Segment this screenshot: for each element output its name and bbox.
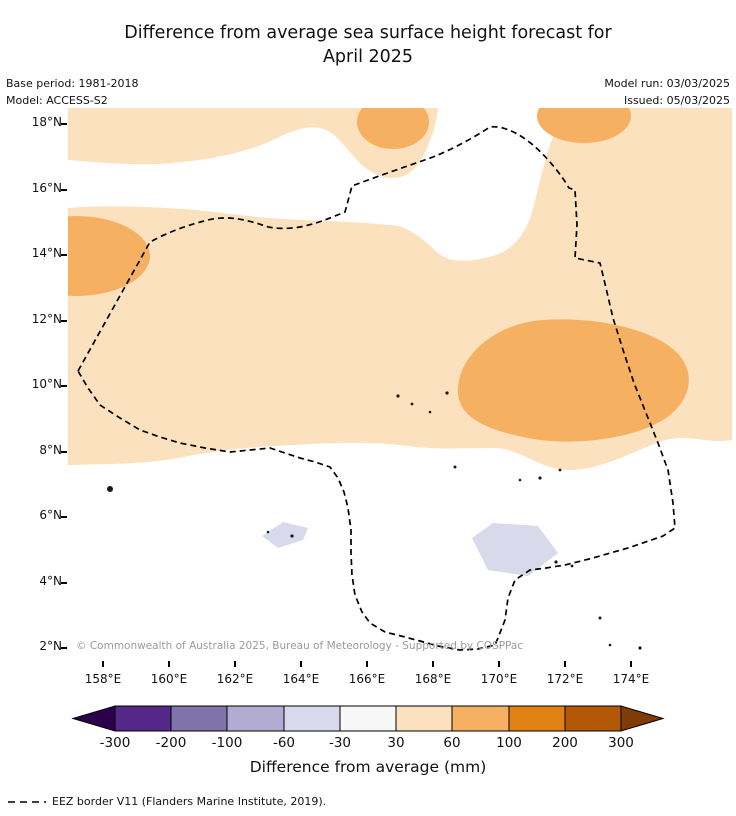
colorbar-tick-label: -30 bbox=[328, 735, 352, 751]
y-tick-mark bbox=[61, 647, 67, 649]
x-tick-label: 170°E bbox=[480, 672, 518, 686]
colorbar-cell bbox=[226, 705, 285, 732]
eez-border-path bbox=[77, 125, 676, 651]
ssh-anomaly-map bbox=[68, 108, 732, 651]
eez-legend-label: EEZ border V11 (Flanders Marine Institut… bbox=[52, 795, 327, 808]
y-tick-label: 14°N bbox=[31, 246, 62, 260]
colorbar bbox=[71, 705, 665, 732]
y-tick-label: 10°N bbox=[31, 377, 62, 391]
ssha-region-pos-60-100-west bbox=[68, 216, 150, 296]
colorbar-cell bbox=[451, 705, 510, 732]
island-marks bbox=[107, 391, 642, 650]
dashed-line-sample bbox=[8, 800, 46, 803]
eez-legend: EEZ border V11 (Flanders Marine Institut… bbox=[8, 795, 326, 808]
base-period-label: Base period: 1981-2018 bbox=[6, 77, 139, 90]
colorbar-cell bbox=[564, 705, 622, 732]
y-tick-mark bbox=[61, 451, 67, 453]
y-tick-label: 12°N bbox=[31, 312, 62, 326]
y-tick-label: 2°N bbox=[39, 639, 62, 653]
y-tick-label: 16°N bbox=[31, 181, 62, 195]
ssha-region-pos-60-100-top-right bbox=[537, 108, 631, 143]
colorbar-arrow-right bbox=[620, 705, 665, 732]
ssha-region-pos-60-100-center bbox=[457, 319, 689, 442]
title-line-2: April 2025 bbox=[322, 46, 414, 67]
colorbar-axis-label: Difference from average (mm) bbox=[249, 758, 487, 776]
colorbar-cell bbox=[170, 705, 228, 732]
ssha-region-neg-60-30-east bbox=[472, 523, 558, 576]
colorbar-cell bbox=[508, 705, 566, 732]
x-tick-mark bbox=[234, 661, 236, 667]
y-tick-mark bbox=[61, 385, 67, 387]
x-tick-mark bbox=[300, 661, 302, 667]
colorbar-arrow-left bbox=[71, 705, 116, 732]
y-tick-mark bbox=[61, 320, 67, 322]
y-tick-mark bbox=[61, 123, 67, 125]
ssha-region-pos-30-60-top bbox=[68, 108, 438, 179]
x-tick-mark bbox=[366, 661, 368, 667]
colorbar-cell bbox=[339, 705, 397, 732]
x-tick-label: 164°E bbox=[282, 672, 320, 686]
x-tick-mark bbox=[564, 661, 566, 667]
y-tick-mark bbox=[61, 582, 67, 584]
x-tick-mark bbox=[630, 661, 632, 667]
model-label: Model: ACCESS-S2 bbox=[6, 94, 108, 108]
ssha-region-neg-60-30-west bbox=[262, 522, 308, 548]
y-tick-label: 4°N bbox=[39, 574, 62, 588]
x-tick-mark bbox=[168, 661, 170, 667]
x-tick-label: 174°E bbox=[612, 672, 650, 686]
y-tick-label: 6°N bbox=[39, 508, 62, 522]
colorbar-tick-label: 300 bbox=[608, 735, 634, 751]
page-title: Difference from average sea surface heig… bbox=[0, 22, 736, 69]
x-tick-label: 168°E bbox=[414, 672, 452, 686]
colorbar-tick-label: -300 bbox=[99, 735, 131, 751]
y-tick-label: 8°N bbox=[39, 443, 62, 457]
title-line-1: Difference from average sea surface heig… bbox=[124, 23, 612, 43]
colorbar-tick-label: -100 bbox=[211, 735, 243, 751]
colorbar-tick-label: -60 bbox=[272, 735, 296, 751]
y-tick-mark bbox=[61, 254, 67, 256]
meta-left: Base period: 1981-2018 Model: ACCESS-S2 bbox=[6, 75, 138, 109]
ssha-region-pos-60-100-top-center bbox=[357, 108, 429, 149]
y-tick-mark bbox=[61, 189, 67, 191]
colorbar-tick-label: 100 bbox=[496, 735, 522, 751]
colorbar-tick-label: 30 bbox=[387, 735, 405, 751]
colorbar-tick-label: 200 bbox=[552, 735, 578, 751]
x-tick-label: 172°E bbox=[546, 672, 584, 686]
y-tick-mark bbox=[61, 516, 67, 518]
x-tick-label: 160°E bbox=[150, 672, 188, 686]
y-tick-label: 18°N bbox=[31, 115, 62, 129]
x-tick-label: 158°E bbox=[84, 672, 122, 686]
colorbar-cell bbox=[114, 705, 172, 732]
x-tick-mark bbox=[432, 661, 434, 667]
copyright-text: © Commonwealth of Australia 2025, Bureau… bbox=[76, 640, 524, 652]
colorbar-tick-label: 60 bbox=[443, 735, 461, 751]
x-tick-label: 166°E bbox=[348, 672, 386, 686]
issued-label: Issued: 05/03/2025 bbox=[623, 94, 730, 108]
x-tick-label: 162°E bbox=[216, 672, 254, 686]
colorbar-tick-label: -200 bbox=[155, 735, 187, 751]
colorbar-cell bbox=[395, 705, 453, 732]
x-tick-mark bbox=[102, 661, 104, 667]
meta-right: Model run: 03/03/2025 Issued: 05/03/2025 bbox=[604, 75, 730, 109]
model-run-label: Model run: 03/03/2025 bbox=[604, 77, 730, 90]
x-tick-mark bbox=[498, 661, 500, 667]
colorbar-cell bbox=[283, 705, 341, 732]
